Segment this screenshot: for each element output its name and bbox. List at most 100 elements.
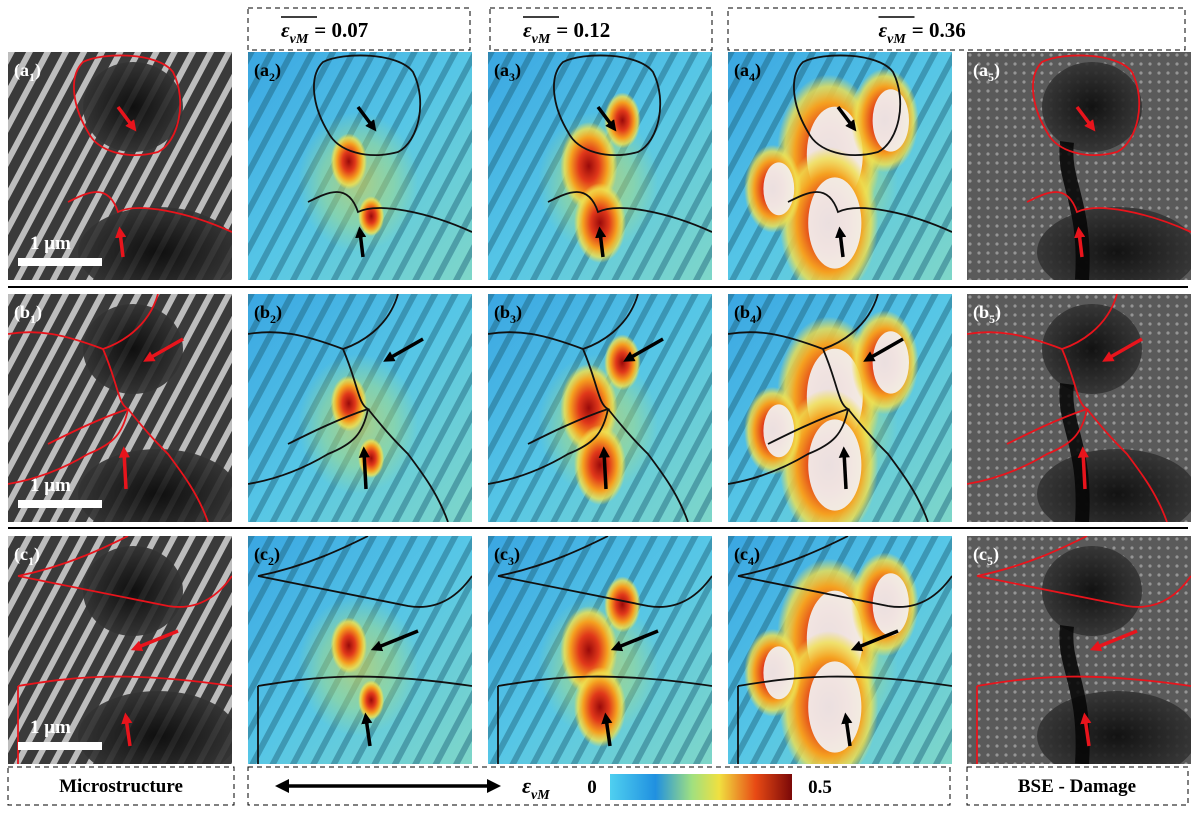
dark-region [1042,304,1142,394]
panel-label: (c1) [14,544,40,568]
arrow [601,712,613,747]
header-symbol: ε [281,18,290,42]
arrow [835,226,847,258]
panel: (a5) [967,52,1191,280]
scale-bar [18,742,102,750]
scale-bar-label: 1 μm [30,475,71,496]
arrow [1077,446,1089,490]
unindexed-area [763,404,795,458]
grain-boundary [553,54,662,156]
label-subscript: 5 [988,70,994,84]
panel-label: (b3) [494,302,522,326]
footer: Microstructure εvM 0 0.5 BSE - Damage [7,766,1189,806]
unindexed-area [872,89,909,152]
arrow [358,446,370,490]
label-prefix: (c [254,544,268,565]
label-subscript: 1 [30,312,36,326]
panel-image [488,294,712,522]
label-subscript: 2 [268,554,274,568]
unindexed-area [763,162,795,216]
panel-image [248,52,472,280]
label-subscript: 1 [28,554,34,568]
label-suffix: ) [276,302,282,323]
grain-boundary [967,408,1088,485]
panel: (b1) 1 μm [8,294,232,522]
arrow [361,712,373,747]
label-prefix: (a [254,60,269,81]
header-box [489,7,713,51]
panel-image [728,536,952,764]
panel: (a3) [488,52,712,280]
grain-boundary [488,294,689,522]
panel-image [967,536,1191,764]
footer-box [7,766,235,806]
strain-hotspot [574,183,626,263]
panel: (a2) [248,52,472,280]
header-symbol: ε [523,18,532,42]
label-subscript: 5 [987,554,993,568]
label-prefix: (a [734,60,749,81]
grain-boundary [976,675,1191,764]
label-prefix: (c [14,544,28,565]
panel-image [8,294,232,522]
arrow [1075,105,1096,132]
label-subscript: 4 [750,312,756,326]
grain-boundary [728,408,849,485]
unindexed-area [763,646,795,700]
label-suffix: ) [995,302,1001,323]
arrow [610,629,659,652]
panel-image [488,52,712,280]
arrow [836,105,857,132]
label-prefix: (a [973,60,988,81]
strain-hotspot [330,133,367,190]
panel: (a1) 1 μm [8,52,232,280]
scale-bar-label: 1 μm [30,717,71,738]
strain-headers: εvM = 0.07 εvM = 0.12 εvM = 0.36 [247,7,1186,51]
grain-boundary [257,675,472,764]
arrow [130,629,179,652]
grain-boundary [547,191,712,233]
panel: (c4) [728,536,952,764]
colorbar-max: 0.5 [808,777,832,798]
header-box [727,7,1186,51]
strain-hotspot [574,425,626,505]
panel-image [728,294,952,522]
scale-bar [18,500,102,508]
arrow [143,337,184,362]
dark-region [83,62,183,152]
strain-hotspot [604,92,641,149]
unindexed-area [808,661,862,753]
dark-region [1042,546,1142,636]
arrow [356,105,377,132]
dark-region [78,449,232,522]
panel-label: (b4) [734,302,762,326]
arrow [115,226,127,258]
arrow [118,446,130,490]
panel-image [8,52,232,280]
arrow [370,629,419,652]
panel: (b2) [248,294,472,522]
arrow [863,337,904,362]
arrow [623,337,664,362]
header-subscript: vM [887,32,906,47]
grain-boundary [8,294,209,522]
panel-label: (c2) [254,544,280,568]
panel: (c5) [967,536,1191,764]
label-suffix: ) [754,544,760,565]
header-label: εvM = 0.12 [523,18,610,47]
header-subscript: vM [532,32,551,47]
dark-region [83,546,183,636]
label-subscript: 2 [269,70,275,84]
grain-boundary [737,536,952,608]
grain-boundary [17,536,232,608]
header-value: = 0.07 [314,18,368,42]
unindexed-area [872,331,909,394]
arrow [841,712,853,747]
label-prefix: (b [254,302,270,323]
footer-box [966,766,1189,806]
colorbar [610,774,792,800]
strain-hotspot [358,196,385,237]
grain-boundary [307,191,472,233]
dark-region [78,207,232,280]
